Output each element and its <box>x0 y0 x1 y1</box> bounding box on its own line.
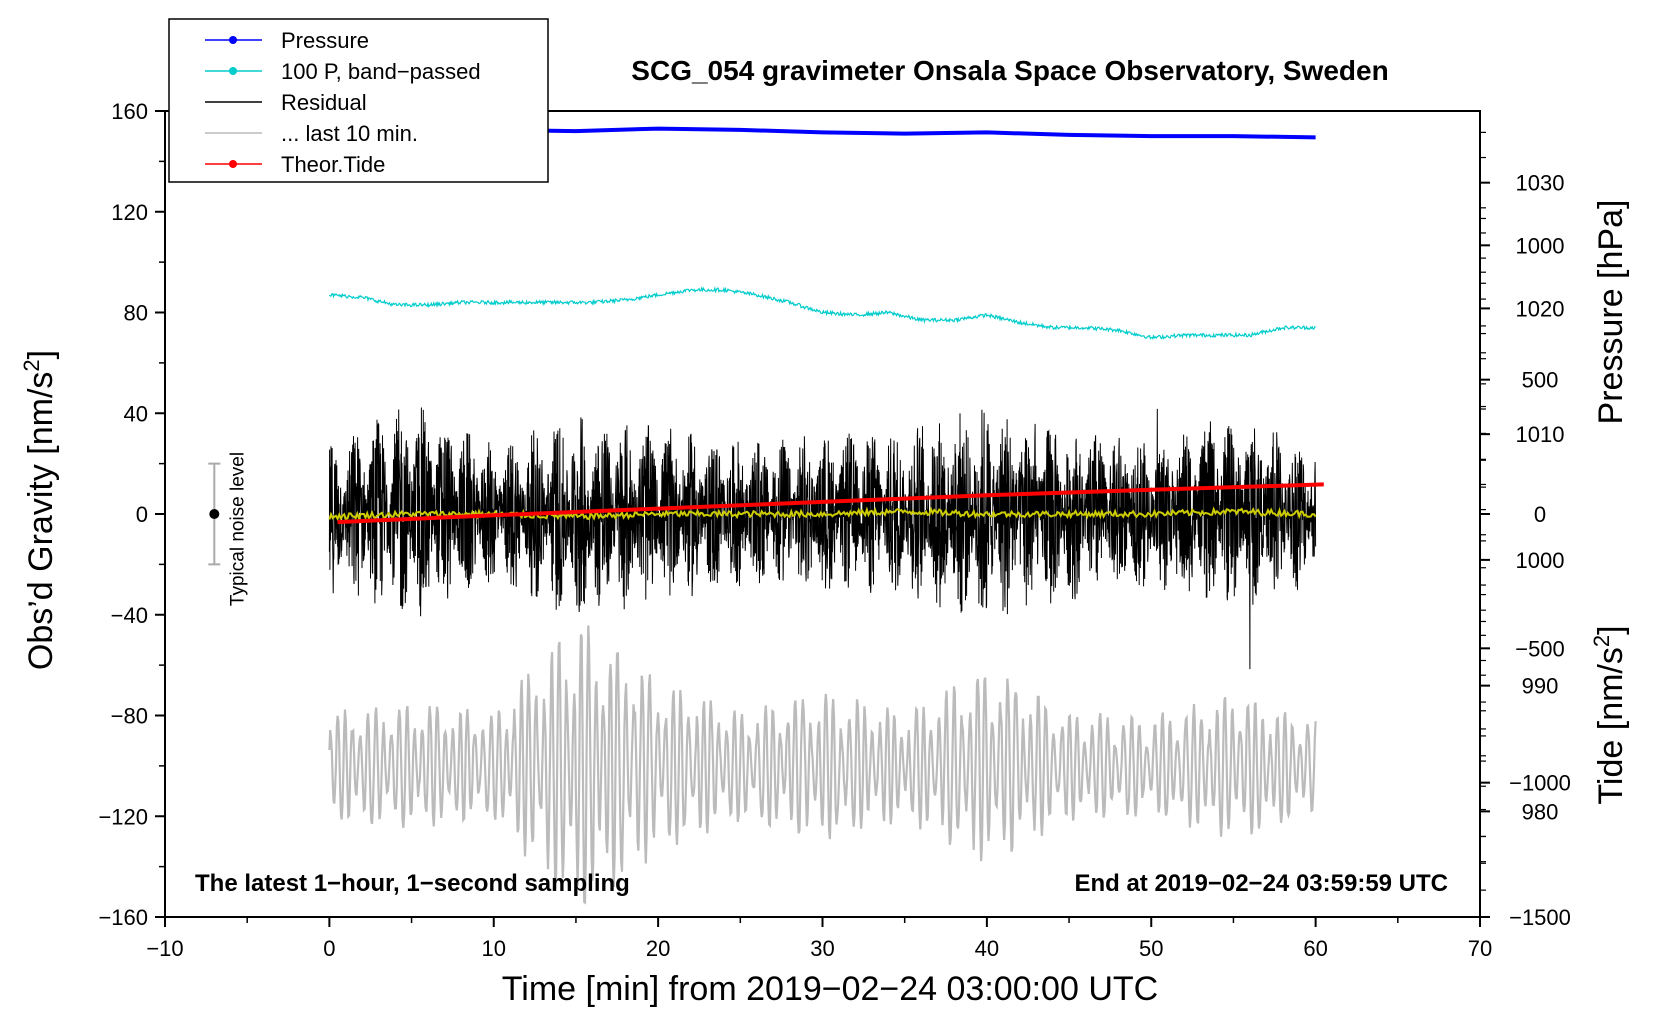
axis-layer: −10 0 10 20 30 40 50 60 7016012080400−40−80−120−… <box>98 99 1570 961</box>
tide-tick-label: −500 <box>1515 636 1565 661</box>
y-axis-title-gravity-sup: 2 <box>19 359 44 371</box>
series-theoretical-tide <box>337 482 1324 525</box>
legend-swatch-marker <box>229 160 237 168</box>
legend-label: Pressure <box>281 28 369 53</box>
noise-label: Typical noise level <box>227 452 248 606</box>
legend-label: Residual <box>281 90 367 115</box>
x-tick-label: −10 <box>146 936 183 961</box>
x-tick-label: 20 <box>646 936 670 961</box>
y-tick-label: −80 <box>111 704 148 729</box>
y-axis-title-gravity-end: ] <box>22 350 60 359</box>
y-axis-title-gravity-main: Obs’d Gravity [nm/s <box>22 372 60 671</box>
x-tick-label: 50 <box>1139 936 1163 961</box>
noise-indicator: Typical noise level <box>208 452 248 606</box>
x-tick-label: 70 <box>1468 936 1492 961</box>
tide-tick-label: 0 <box>1534 502 1546 527</box>
x-tick-label: 60 <box>1303 936 1327 961</box>
annotation-end-time: End at 2019−02−24 03:59:59 UTC <box>1074 870 1448 897</box>
pressure-tick-label: 1010 <box>1516 422 1565 447</box>
legend-label: 100 P, band−passed <box>281 59 481 84</box>
y-tick-label: −160 <box>98 905 148 930</box>
series-band-passed-pressure <box>328 286 1316 341</box>
x-tick-label: 10 <box>482 936 506 961</box>
tide-tick-label: −1500 <box>1509 905 1571 930</box>
y-tick-label: 120 <box>111 200 148 225</box>
y-axis-title-tide-main: Tide [nm/s <box>1592 647 1630 804</box>
x-axis-title: Time [min] from 2019−02−24 03:00:00 UTC <box>502 970 1158 1008</box>
y-tick-label: 80 <box>124 301 148 326</box>
tide-tick-label: −1000 <box>1509 771 1571 796</box>
legend-items: Pressure 100 P, band−passed Residual ... la… <box>205 28 481 177</box>
y-tick-label: 160 <box>111 99 148 124</box>
y-axis-title-tide-sup: 2 <box>1589 635 1614 647</box>
x-tick-label: 30 <box>810 936 834 961</box>
annotation-latest-hour: The latest 1−hour, 1−second sampling <box>195 870 630 897</box>
legend: Pressure 100 P, band−passed Residual ... la… <box>168 18 549 183</box>
y-tick-label: 40 <box>124 401 148 426</box>
series-last-10-min <box>328 625 1317 905</box>
legend-swatch-marker <box>229 36 237 44</box>
chart-title: SCG_054 gravimeter Onsala Space Observat… <box>631 55 1388 86</box>
x-tick-label: 40 <box>975 936 999 961</box>
y-axis-title-pressure: Pressure [hPa] <box>1592 200 1630 425</box>
legend-swatch-marker <box>229 67 237 75</box>
pressure-tick-label: 990 <box>1522 674 1559 699</box>
pressure-tick-label: 1030 <box>1516 171 1565 196</box>
pressure-tick-label: 980 <box>1522 799 1559 824</box>
x-tick-label: 0 <box>323 936 335 961</box>
pressure-tick-label: 1000 <box>1516 548 1565 573</box>
y-tick-label: −40 <box>111 603 148 628</box>
tide-tick-label: 500 <box>1522 368 1559 393</box>
series-layer <box>328 126 1324 905</box>
tide-tick-label: 1000 <box>1516 233 1565 258</box>
legend-label: Theor.Tide <box>281 152 385 177</box>
y-tick-label: −120 <box>98 804 148 829</box>
y-axis-title-tide: Tide [nm/s2] <box>1589 625 1630 804</box>
legend-label: ... last 10 min. <box>281 121 418 146</box>
legend-box <box>168 18 549 183</box>
pressure-tick-label: 1020 <box>1516 296 1565 321</box>
noise-center-dot <box>209 509 220 519</box>
y-tick-label: 0 <box>136 502 148 527</box>
y-axis-title-tide-end: ] <box>1592 625 1630 634</box>
y-axis-title-gravity: Obs’d Gravity [nm/s2] <box>19 350 60 670</box>
